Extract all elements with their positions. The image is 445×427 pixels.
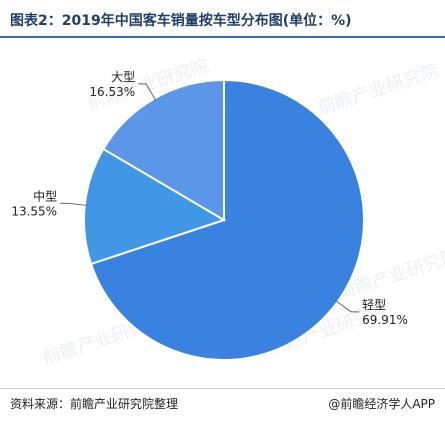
slice-name-label: 中型: [33, 188, 57, 203]
slice-name-label: 大型: [111, 70, 135, 84]
credit-note: @前瞻经济学人APP: [328, 397, 435, 411]
slice-value-label: 16.53%: [89, 85, 135, 99]
chart-title: 图表2：2019年中国客车销量按车型分布图(单位：%): [10, 13, 352, 29]
footer-divider: [0, 388, 445, 389]
source-note: 资料来源：前瞻产业研究院整理: [10, 397, 179, 411]
pie-slices: [83, 78, 365, 361]
slice-name-label: 轻型: [362, 298, 386, 312]
slice-value-label: 69.91%: [362, 313, 408, 327]
leader-line-0: [334, 299, 360, 313]
title-divider: [0, 36, 445, 38]
watermark-text: 前瞻产业研究院: [315, 60, 441, 119]
pie-leader-lines: [60, 83, 360, 313]
leader-line-2: [138, 83, 157, 102]
leader-line-1: [60, 202, 88, 206]
slice-value-label: 13.55%: [11, 204, 57, 218]
